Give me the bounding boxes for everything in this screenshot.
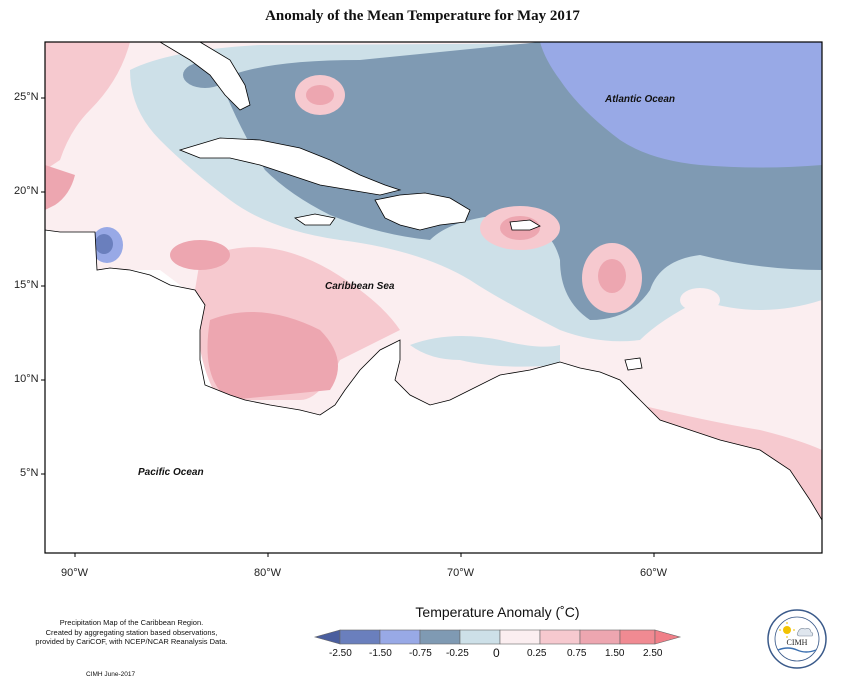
land-outlines xyxy=(45,42,822,553)
legend-tick: -2.50 xyxy=(329,648,352,659)
legend-tick: 0.25 xyxy=(527,648,547,659)
cimh-logo xyxy=(767,609,827,669)
footnote-line: Precipitation Map of the Caribbean Regio… xyxy=(59,618,204,627)
legend-tick: 0.75 xyxy=(567,648,587,659)
lat-label-10n: 10°N xyxy=(14,373,39,385)
legend-tick: -0.25 xyxy=(446,648,469,659)
lon-label-80w: 80°W xyxy=(254,567,282,579)
colorbar-bin xyxy=(339,629,381,645)
label-atlantic-ocean: Atlantic Ocean xyxy=(605,94,676,105)
colorbar-low-arrow xyxy=(313,629,341,645)
legend-tick: -1.50 xyxy=(369,648,392,659)
colorbar-bin xyxy=(539,629,581,645)
footnote-line: Created by aggregating station based obs… xyxy=(45,627,218,637)
sun-icon xyxy=(783,626,791,634)
lat-label-5n: 5°N xyxy=(20,467,39,479)
legend-tick: 0 xyxy=(493,646,500,660)
lat-label-20n: 20°N xyxy=(14,185,39,197)
colorbar xyxy=(313,629,682,645)
colorbar-bin xyxy=(419,629,461,645)
colorbar-bin xyxy=(459,629,501,645)
lon-label-90w: 90°W xyxy=(61,567,89,579)
logo-text: CIMH xyxy=(786,638,808,647)
map-title: Anomaly of the Mean Temperature for May … xyxy=(265,8,580,24)
axis-ticks xyxy=(41,97,655,557)
label-pacific-ocean: Pacific Ocean xyxy=(138,467,204,478)
lat-label-15n: 15°N xyxy=(14,279,39,291)
legend-tick: 1.50 xyxy=(605,648,625,659)
cloud-icon xyxy=(796,628,814,637)
legend-tick: 2.50 xyxy=(643,648,663,659)
lon-label-60w: 60°W xyxy=(640,567,668,579)
colorbar-high-arrow xyxy=(654,629,682,645)
colorbar-bin xyxy=(579,629,621,645)
lon-label-70w: 70°W xyxy=(447,567,475,579)
wave-icon xyxy=(777,647,817,653)
footnote-line: provided by CariCOF, with NCEP/NCAR Rean… xyxy=(35,637,228,646)
credit-text: CIMH June-2017 xyxy=(86,671,136,678)
legend-title: Temperature Anomaly (˚C) xyxy=(415,604,580,620)
colorbar-bin xyxy=(499,629,541,645)
colorbar-bin xyxy=(619,629,656,645)
colorbar-bin xyxy=(379,629,421,645)
label-caribbean-sea: Caribbean Sea xyxy=(325,281,395,292)
map-frame xyxy=(44,41,823,554)
legend-tick: -0.75 xyxy=(409,648,432,659)
lat-label-25n: 25°N xyxy=(14,91,39,103)
footnote: Precipitation Map of the Caribbean Regio… xyxy=(14,618,249,647)
